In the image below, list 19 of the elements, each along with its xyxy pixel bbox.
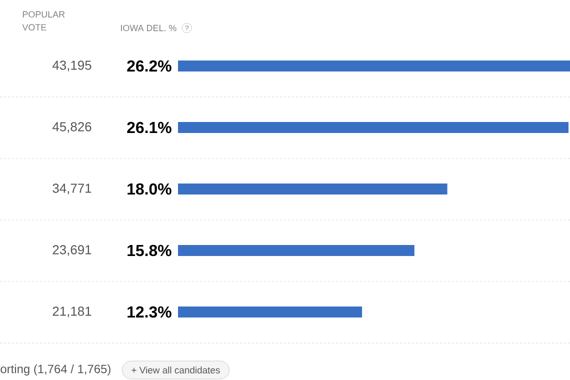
- data-label: 26.2%: [127, 60, 172, 72]
- data-label: 15.8%: [128, 244, 172, 256]
- text: + View all candidates: [132, 366, 220, 374]
- text: 45,826: [52, 122, 92, 133]
- text: 23,691: [52, 245, 92, 256]
- x-axis-title: IOWA DEL. %: [121, 24, 176, 32]
- data-label: 26.1%: [127, 122, 172, 134]
- bar: [178, 306, 362, 318]
- bar: [178, 184, 448, 195]
- text: 21,181: [52, 306, 92, 318]
- data-label: 12.3%: [128, 306, 172, 318]
- data-label: 18.0%: [128, 183, 172, 195]
- text: 34,771: [52, 184, 92, 194]
- bar: [178, 245, 414, 256]
- text: 43,195: [52, 60, 92, 72]
- text: POPULAR VOTE: [22, 11, 65, 30]
- bar: [178, 60, 570, 72]
- bar: [178, 122, 569, 134]
- text: orting (1,764 / 1,765): [0, 364, 110, 376]
